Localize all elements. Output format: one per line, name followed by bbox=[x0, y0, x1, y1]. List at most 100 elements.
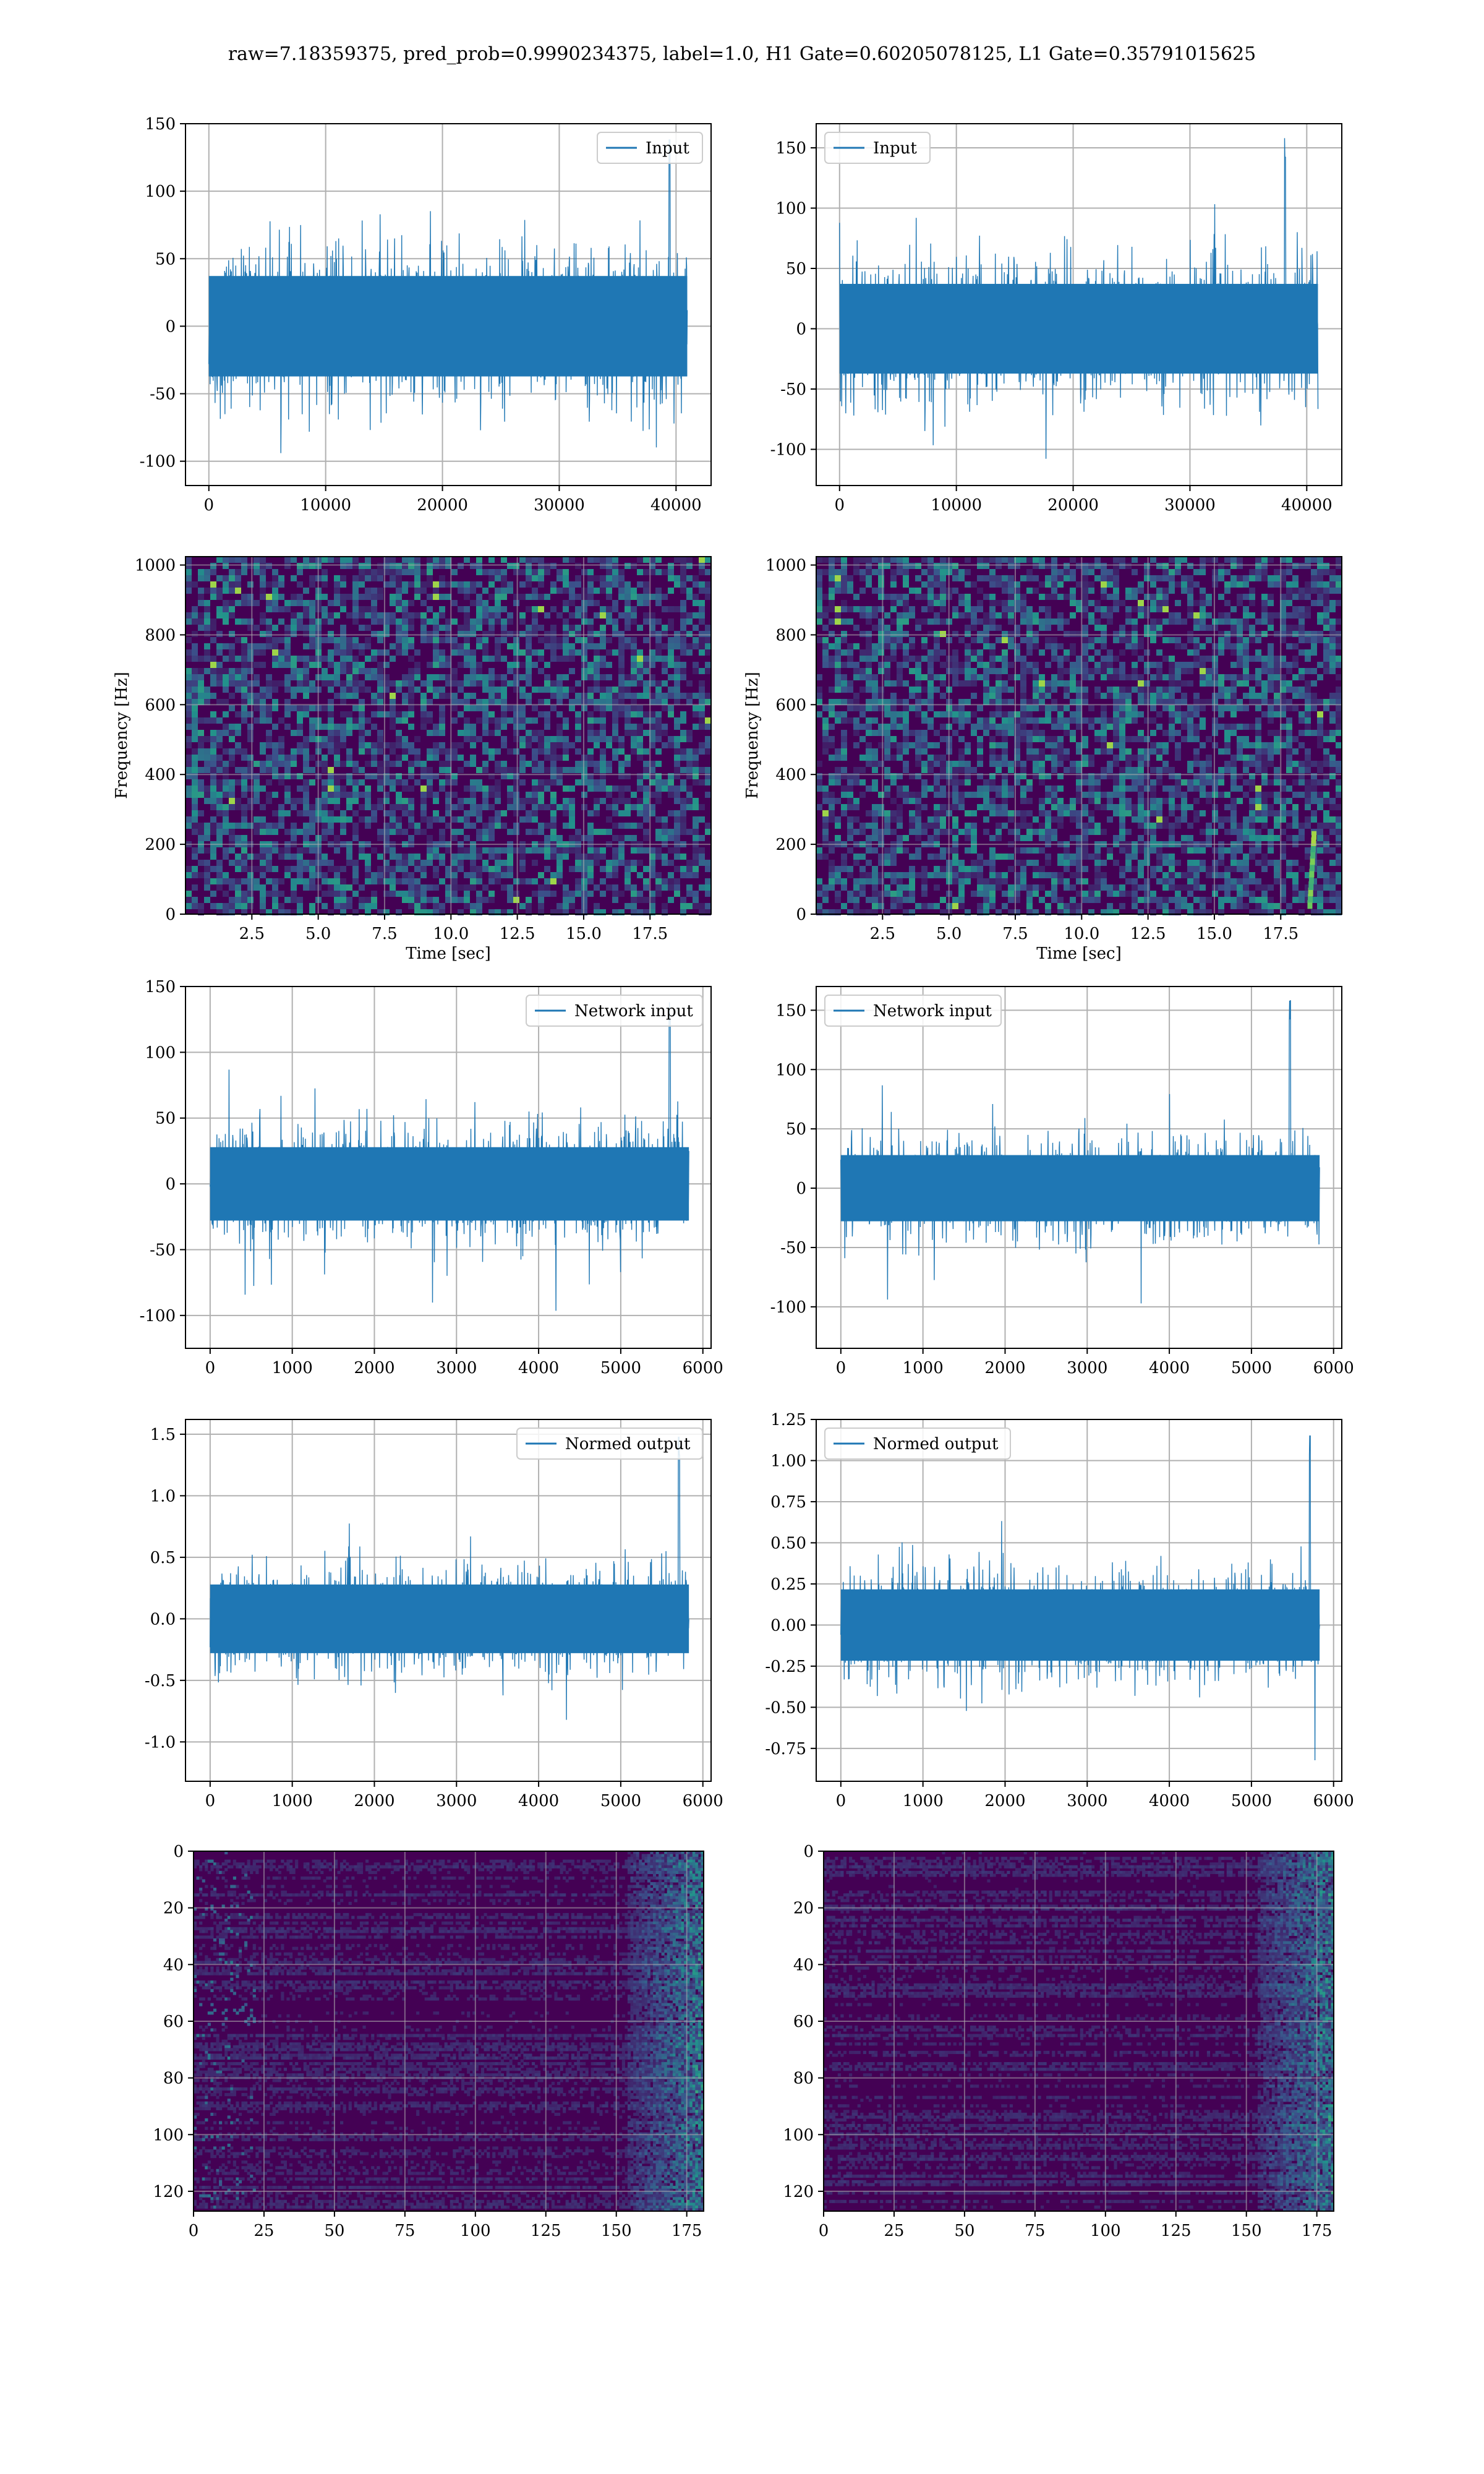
heatmap-cell bbox=[309, 717, 315, 724]
heatmap-cell bbox=[1212, 649, 1218, 656]
heatmap-cell bbox=[334, 792, 340, 798]
heatmap-cell bbox=[303, 884, 309, 891]
heatmap-cell bbox=[1311, 699, 1317, 705]
heatmap-cell bbox=[291, 748, 297, 755]
heatmap-cell bbox=[272, 866, 278, 872]
heatmap-cell bbox=[186, 816, 192, 823]
heatmap-cell bbox=[334, 761, 340, 767]
heatmap-cell bbox=[556, 588, 563, 594]
heatmap-cell bbox=[210, 748, 216, 755]
heatmap-cell bbox=[1268, 742, 1274, 748]
heatmap-cell bbox=[693, 866, 699, 872]
heatmap-cell bbox=[587, 557, 594, 563]
heatmap-cell bbox=[377, 649, 383, 656]
heatmap-cell bbox=[204, 860, 210, 866]
heatmap-cell bbox=[210, 662, 216, 668]
heatmap-cell bbox=[272, 909, 278, 915]
heatmap-cell bbox=[352, 656, 359, 662]
heatmap-cell bbox=[631, 847, 637, 854]
heatmap-cell bbox=[872, 625, 878, 631]
heatmap-cell bbox=[847, 656, 853, 662]
heatmap-cell bbox=[458, 606, 464, 612]
heatmap-cell bbox=[1113, 736, 1119, 742]
heatmap-cell bbox=[340, 761, 346, 767]
heatmap-cell bbox=[1002, 761, 1008, 767]
heatmap-cell bbox=[1138, 711, 1144, 717]
heatmap-cell bbox=[915, 705, 921, 711]
heatmap-cell bbox=[1150, 606, 1156, 612]
heatmap-cell bbox=[581, 699, 587, 705]
heatmap-cell bbox=[618, 649, 625, 656]
heatmap-cell bbox=[1026, 618, 1033, 625]
heatmap-cell bbox=[1237, 563, 1243, 569]
heatmap-cell bbox=[1039, 649, 1045, 656]
heatmap-cell bbox=[1082, 699, 1088, 705]
heatmap-cell bbox=[575, 748, 581, 755]
heatmap-cell bbox=[445, 563, 451, 569]
heatmap-cell bbox=[1020, 618, 1026, 625]
heatmap-cell bbox=[322, 903, 328, 909]
heatmap-cell bbox=[1162, 699, 1169, 705]
heatmap-cell bbox=[1249, 637, 1255, 643]
heatmap-cell bbox=[488, 717, 495, 724]
heatmap-cell bbox=[897, 748, 903, 755]
heatmap-cell bbox=[1119, 600, 1125, 606]
heatmap-cell bbox=[241, 680, 247, 687]
heatmap-cell bbox=[927, 631, 934, 637]
heatmap-cell bbox=[965, 625, 971, 631]
heatmap-cell bbox=[816, 687, 822, 693]
heatmap-cell bbox=[909, 563, 915, 569]
heatmap-cell bbox=[816, 773, 822, 779]
heatmap-cell bbox=[458, 804, 464, 810]
heatmap-cell bbox=[229, 705, 235, 711]
heatmap-cell bbox=[1237, 656, 1243, 662]
heatmap-cell bbox=[1249, 687, 1255, 693]
heatmap-cell bbox=[903, 600, 909, 606]
heatmap-cell bbox=[1305, 767, 1311, 773]
heatmap-cell bbox=[495, 724, 501, 730]
heatmap-cell bbox=[668, 625, 674, 631]
heatmap-cell bbox=[847, 680, 853, 687]
heatmap-cell bbox=[402, 557, 408, 563]
heatmap-cell bbox=[674, 748, 680, 755]
heatmap-cell bbox=[204, 872, 210, 878]
heatmap-cell bbox=[1125, 711, 1132, 717]
heatmap-cell bbox=[501, 699, 507, 705]
heatmap-cell bbox=[204, 668, 210, 674]
heatmap-cell bbox=[903, 594, 909, 600]
heatmap-cell bbox=[934, 618, 940, 625]
heatmap-cell bbox=[309, 779, 315, 785]
heatmap-cell bbox=[668, 575, 674, 581]
heatmap-cell bbox=[328, 656, 334, 662]
heatmap-cell bbox=[390, 581, 396, 588]
heatmap-cell bbox=[235, 891, 241, 897]
heatmap-cell bbox=[897, 680, 903, 687]
heatmap-cell bbox=[1292, 588, 1298, 594]
heatmap-cell bbox=[618, 854, 625, 860]
heatmap-cell bbox=[309, 860, 315, 866]
heatmap-cell bbox=[223, 687, 229, 693]
heatmap-cell bbox=[1119, 730, 1125, 736]
heatmap-cell bbox=[544, 835, 550, 841]
heatmap-cell bbox=[1286, 736, 1292, 742]
heatmap-cell bbox=[625, 785, 631, 792]
heatmap-cell bbox=[569, 687, 575, 693]
heatmap-cell bbox=[210, 693, 216, 699]
heatmap-cell bbox=[495, 854, 501, 860]
heatmap-cell bbox=[408, 581, 414, 588]
heatmap-cell bbox=[365, 557, 371, 563]
heatmap-cell bbox=[643, 612, 649, 618]
heatmap-cell bbox=[427, 767, 433, 773]
heatmap-cell bbox=[1064, 594, 1070, 600]
heatmap-cell bbox=[625, 730, 631, 736]
legend-box bbox=[597, 132, 703, 164]
heatmap-cell bbox=[606, 557, 612, 563]
heatmap-cell bbox=[983, 699, 989, 705]
heatmap-cell bbox=[915, 625, 921, 631]
heatmap-cell bbox=[983, 668, 989, 674]
heatmap-cell bbox=[1132, 755, 1138, 761]
heatmap-cell bbox=[247, 680, 254, 687]
heatmap-cell bbox=[322, 785, 328, 792]
heatmap-cell bbox=[884, 662, 890, 668]
heatmap-cell bbox=[1268, 674, 1274, 680]
